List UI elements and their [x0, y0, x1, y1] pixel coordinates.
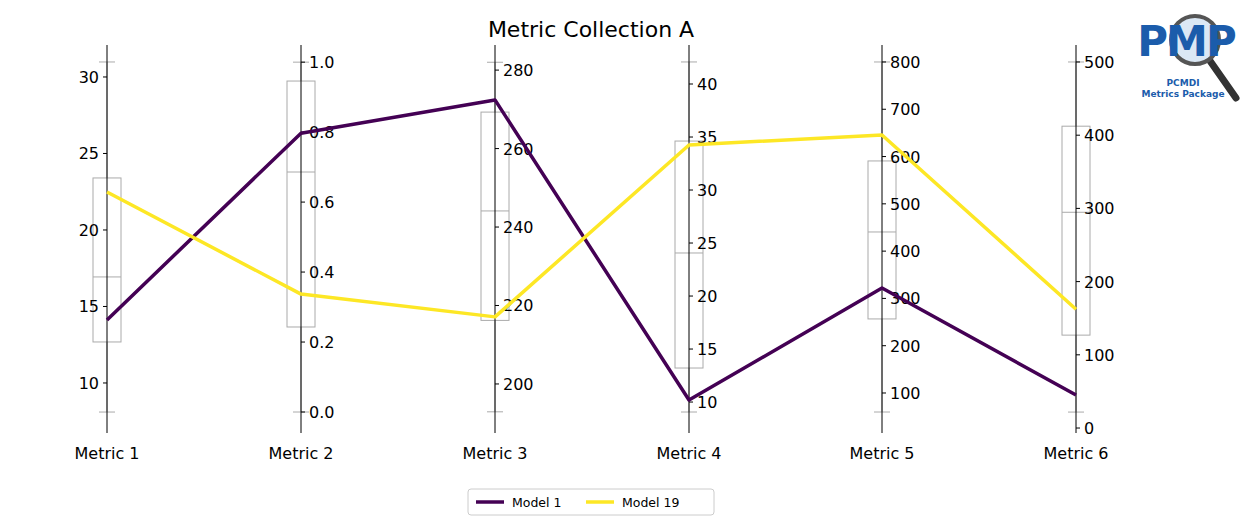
tick-label: 25 [697, 234, 717, 253]
tick-label: 30 [697, 181, 717, 200]
tick [882, 61, 886, 62]
tick [689, 243, 693, 244]
tick [1076, 428, 1080, 429]
category-label: Metric 5 [849, 444, 914, 463]
axis-line [107, 45, 108, 433]
title: Metric Collection A [488, 17, 694, 42]
tick-label: 400 [890, 242, 921, 261]
tick [495, 70, 499, 71]
tick [1076, 281, 1080, 282]
category-label: Metric 3 [462, 444, 527, 463]
logo-text: PMP [1137, 17, 1236, 66]
boxes [93, 62, 1090, 412]
tick [495, 305, 499, 306]
tick [1076, 208, 1080, 209]
tick [689, 137, 693, 138]
tick [689, 402, 693, 403]
tick [495, 383, 499, 384]
category-label: Metric 1 [74, 444, 139, 463]
tick [495, 227, 499, 228]
tick-label: 500 [1084, 53, 1115, 72]
tick-label: 700 [890, 100, 921, 119]
tick-label: 15 [697, 340, 717, 359]
tick [1076, 135, 1080, 136]
whisker-cap [293, 412, 309, 413]
whisker-cap [1068, 61, 1084, 62]
legend-swatch [476, 500, 504, 504]
whisker-cap [874, 61, 890, 62]
legend-label: Model 1 [512, 495, 561, 510]
axis-line [689, 45, 690, 433]
tick-label: 40 [697, 75, 717, 94]
tick [103, 153, 107, 154]
tick-label: 260 [503, 140, 534, 159]
tick [1076, 354, 1080, 355]
tick-label: 25 [79, 144, 99, 163]
logo-text: PCMDI [1167, 78, 1200, 88]
tick [882, 298, 886, 299]
tick [301, 62, 305, 63]
tick [882, 109, 886, 110]
tick-label: 500 [890, 195, 921, 214]
tick [495, 148, 499, 149]
category-label: Metric 6 [1043, 444, 1108, 463]
tick [689, 190, 693, 191]
tick [882, 345, 886, 346]
tick-label: 0.4 [309, 263, 334, 282]
tick-label: 300 [1084, 199, 1115, 218]
tick-label: 0.0 [309, 403, 334, 422]
tick-label: 10 [79, 374, 99, 393]
legend-box [468, 489, 714, 515]
tick [689, 296, 693, 297]
axis-line [301, 45, 302, 433]
tick-label: 200 [1084, 273, 1115, 292]
lines [107, 100, 1076, 400]
tick-label: 280 [503, 61, 534, 80]
tick [103, 229, 107, 230]
logo: PMP PCMDIMetrics Package [1137, 16, 1236, 99]
category-label: Metric 4 [656, 444, 721, 463]
tick [301, 202, 305, 203]
legend: Model 1 Model 19 [468, 489, 714, 515]
tick-label: 0.6 [309, 193, 334, 212]
tick-label: 20 [79, 221, 99, 240]
tick [103, 306, 107, 307]
legend-label: Model 19 [622, 495, 679, 510]
tick-label: 20 [697, 287, 717, 306]
tick-label: 800 [890, 53, 921, 72]
legend-swatch [586, 500, 614, 504]
tick-label: 400 [1084, 126, 1115, 145]
tick [103, 76, 107, 77]
whisker-cap [293, 62, 309, 63]
tick-label: 100 [1084, 346, 1115, 365]
tick-label: 10 [697, 393, 717, 412]
tick-label: 200 [890, 337, 921, 356]
chart: Metric Collection A 10 15 20 25 30 Metric 1 0.0… [0, 0, 1257, 525]
tick-label: 1.0 [309, 53, 334, 72]
tick-label: 100 [890, 384, 921, 403]
tick [301, 412, 305, 413]
logo-text: Metrics Package [1141, 89, 1224, 99]
tick [103, 382, 107, 383]
tick [882, 156, 886, 157]
tick-label: 240 [503, 218, 534, 237]
category-label: Metric 2 [268, 444, 333, 463]
tick-label: 0 [1084, 419, 1094, 438]
tick [882, 392, 886, 393]
tick [1076, 61, 1080, 62]
tick [689, 349, 693, 350]
series-line [107, 100, 1076, 400]
tick-label: 30 [79, 68, 99, 87]
tick [882, 203, 886, 204]
series-line [107, 135, 1076, 317]
tick-label: 200 [503, 375, 534, 394]
axis-line [1076, 45, 1077, 433]
tick [882, 251, 886, 252]
tick-label: 15 [79, 297, 99, 316]
axis-line [882, 45, 883, 433]
tick [301, 272, 305, 273]
tick [301, 342, 305, 343]
tick-label: 0.2 [309, 333, 334, 352]
tick [689, 84, 693, 85]
